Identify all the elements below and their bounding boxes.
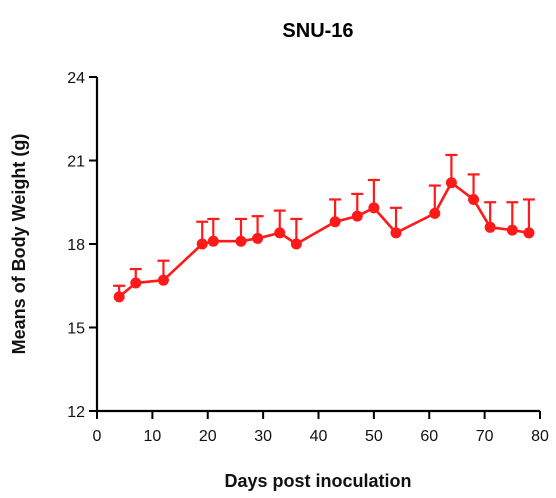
- series-layer: [113, 153, 535, 303]
- x-ticks: 0 10 20 30 40 50 60 70 80: [93, 411, 549, 445]
- data-point: [368, 202, 380, 214]
- x-tick-label: 80: [531, 428, 549, 445]
- x-tick-label: 30: [254, 428, 272, 445]
- series-line: [118, 181, 530, 298]
- x-tick-label: 70: [476, 428, 494, 445]
- y-tick-label: 21: [67, 154, 85, 171]
- y-tick-label: 24: [67, 70, 85, 87]
- x-tick-label: 20: [199, 428, 217, 445]
- data-point: [445, 177, 457, 189]
- x-tick-label: 0: [93, 428, 102, 445]
- data-point: [390, 227, 402, 239]
- data-point: [468, 193, 480, 205]
- y-tick-label: 18: [67, 237, 85, 254]
- data-point: [274, 227, 286, 239]
- x-axis-label: Days post inoculation: [224, 471, 411, 491]
- data-point: [252, 232, 264, 244]
- data-point: [130, 277, 142, 289]
- data-point: [207, 235, 219, 247]
- y-tick-label: 12: [67, 404, 85, 421]
- data-point: [235, 235, 247, 247]
- error-bar: [522, 198, 535, 233]
- data-point: [429, 207, 441, 219]
- data-point: [290, 238, 302, 250]
- data-point: [484, 221, 496, 233]
- data-point: [506, 224, 518, 236]
- x-tick-label: 50: [365, 428, 383, 445]
- data-point: [157, 274, 169, 286]
- x-tick-label: 40: [310, 428, 328, 445]
- data-point: [523, 227, 535, 239]
- x-tick-label: 10: [143, 428, 161, 445]
- data-point: [351, 210, 363, 222]
- y-axis-label: Means of Body Weight (g): [9, 134, 29, 355]
- data-point: [113, 291, 125, 303]
- data-point: [329, 216, 341, 228]
- data-point: [196, 238, 208, 250]
- chart-title: SNU-16: [282, 20, 353, 42]
- x-tick-label: 60: [420, 428, 438, 445]
- y-tick-label: 15: [67, 321, 85, 338]
- y-ticks: 12 15 18 21 24: [67, 70, 97, 421]
